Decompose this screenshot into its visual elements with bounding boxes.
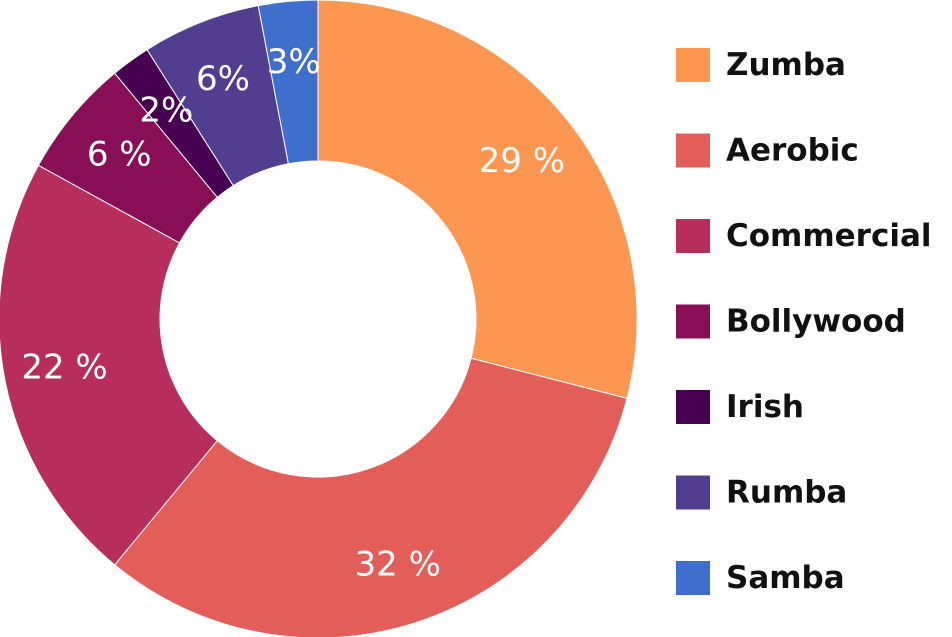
donut-slices	[0, 0, 638, 637]
slice-commercial	[0, 164, 218, 566]
slice-label-samba: 3%	[267, 42, 321, 82]
legend-label-commercial: Commercial	[726, 218, 932, 254]
legend-swatch-rumba	[676, 475, 710, 510]
legend-swatch-irish	[676, 390, 710, 424]
legend-swatch-aerobic	[676, 133, 710, 168]
legend-label-zumba: Zumba	[726, 47, 846, 83]
slice-label-aerobic: 32 %	[355, 544, 441, 584]
legend-swatch-commercial	[676, 219, 710, 253]
legend-swatch-zumba	[676, 48, 710, 82]
legend-label-rumba: Rumba	[726, 475, 847, 511]
slice-aerobic	[113, 357, 628, 637]
legend-swatch-bollywood	[676, 304, 710, 339]
slice-zumba	[317, 0, 638, 399]
legend-label-samba: Samba	[726, 560, 845, 596]
slice-label-commercial: 22 %	[21, 347, 107, 387]
legend-label-bollywood: Bollywood	[726, 304, 906, 340]
slice-label-irish: 2%	[139, 90, 193, 130]
slice-samba	[257, 0, 319, 165]
slice-label-rumba: 6%	[196, 59, 250, 99]
slice-labels: 29 % 32 % 22 % 6 % 2%6% 3%	[21, 42, 565, 584]
legend-label-irish: Irish	[726, 389, 804, 425]
slice-label-zumba: 29 %	[479, 141, 565, 181]
legend: Zumba Aerobic Commercial Bollywood Irish Rumb…	[676, 47, 932, 596]
legend-label-aerobic: Aerobic	[726, 133, 859, 169]
slice-label-bollywood: 6 %	[87, 135, 152, 175]
legend-swatch-samba	[676, 561, 710, 595]
